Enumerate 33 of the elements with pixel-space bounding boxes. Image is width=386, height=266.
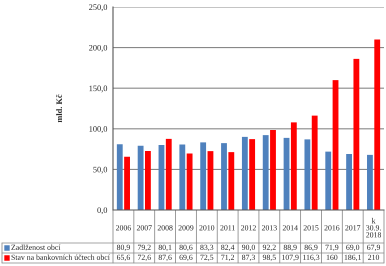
bar (346, 154, 352, 210)
y-axis-title: mld. Kč (56, 94, 62, 122)
bar (116, 144, 123, 210)
bar (166, 138, 172, 210)
bar (367, 154, 373, 210)
bar (200, 142, 206, 210)
bar (374, 39, 380, 210)
bar (124, 156, 130, 210)
bar (249, 139, 256, 210)
y-tick-label: 150,0 (89, 86, 108, 92)
bar (179, 144, 186, 210)
bar (312, 116, 318, 210)
y-tick-label: 100,0 (89, 126, 108, 133)
y-tick-label: 200,0 (89, 44, 108, 52)
bar (290, 122, 297, 210)
bar (158, 144, 164, 210)
bar (304, 139, 310, 210)
bar (353, 58, 360, 210)
y-tick-label: 250,0 (89, 4, 108, 12)
bar (262, 135, 269, 210)
y-tick-label: 0,0 (97, 207, 108, 214)
bar (332, 80, 338, 210)
bar (325, 152, 332, 210)
bar (186, 153, 193, 210)
bar (228, 152, 234, 210)
bar (284, 138, 290, 210)
y-tick-label: 50,0 (93, 166, 108, 174)
bar (138, 146, 144, 210)
bar (270, 130, 276, 210)
bar (208, 151, 214, 210)
bar (221, 143, 227, 210)
bar (242, 136, 248, 210)
bar (145, 151, 151, 210)
